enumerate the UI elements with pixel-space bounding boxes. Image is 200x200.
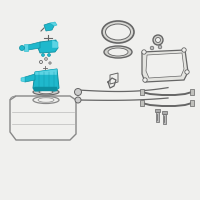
- Ellipse shape: [108, 48, 128, 56]
- Polygon shape: [38, 40, 58, 53]
- Polygon shape: [142, 50, 188, 82]
- Circle shape: [74, 88, 82, 96]
- Polygon shape: [21, 77, 25, 82]
- Circle shape: [153, 35, 163, 45]
- Polygon shape: [25, 74, 35, 82]
- Bar: [140, 89, 144, 95]
- Bar: [190, 89, 194, 95]
- Polygon shape: [52, 40, 58, 48]
- Polygon shape: [33, 87, 57, 91]
- Ellipse shape: [38, 98, 54, 102]
- Circle shape: [142, 50, 146, 54]
- Circle shape: [143, 78, 147, 82]
- Circle shape: [75, 97, 81, 103]
- Circle shape: [156, 38, 160, 43]
- Bar: [154, 109, 160, 112]
- Circle shape: [153, 53, 157, 57]
- Polygon shape: [24, 44, 28, 51]
- Polygon shape: [33, 69, 59, 91]
- Circle shape: [20, 46, 24, 50]
- Circle shape: [48, 53, 50, 56]
- Bar: [162, 114, 166, 124]
- Circle shape: [158, 45, 162, 49]
- Ellipse shape: [104, 46, 132, 58]
- Polygon shape: [50, 22, 57, 26]
- Polygon shape: [35, 69, 57, 75]
- Polygon shape: [28, 42, 40, 50]
- Bar: [140, 100, 144, 106]
- Ellipse shape: [33, 97, 59, 104]
- Polygon shape: [146, 53, 184, 78]
- Ellipse shape: [106, 24, 130, 40]
- Ellipse shape: [33, 89, 59, 95]
- Ellipse shape: [39, 90, 53, 94]
- Circle shape: [182, 48, 186, 52]
- Bar: [190, 100, 194, 106]
- Bar: [162, 111, 166, 114]
- Polygon shape: [44, 23, 54, 31]
- Bar: [156, 112, 158, 122]
- Circle shape: [42, 53, 44, 56]
- Circle shape: [150, 46, 154, 50]
- Ellipse shape: [102, 21, 134, 43]
- Circle shape: [185, 70, 189, 74]
